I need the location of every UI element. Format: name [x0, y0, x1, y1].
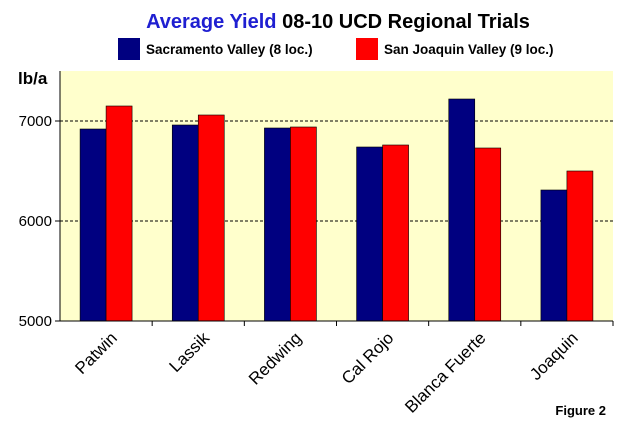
- x-category-label: Joaquin: [526, 328, 582, 384]
- bar-san-joaquin: [290, 126, 317, 322]
- bar-san-joaquin: [197, 114, 225, 322]
- plot-area: [60, 71, 613, 321]
- bar-sacramento: [79, 128, 107, 322]
- bar-san-joaquin: [382, 144, 409, 322]
- y-axis-label: lb/a: [18, 69, 48, 88]
- chart-title-rest: 08-10 UCD Regional Trials: [277, 11, 530, 33]
- legend-swatch-san-joaquin: [356, 38, 378, 60]
- bar-sacramento: [448, 98, 476, 322]
- y-tick-label: 6000: [19, 213, 52, 230]
- legend-swatch-sacramento: [118, 38, 140, 60]
- bar-san-joaquin: [474, 147, 502, 322]
- bar-san-joaquin: [105, 105, 133, 322]
- bar-sacramento: [356, 146, 383, 322]
- bar-sacramento: [540, 189, 568, 322]
- x-category-label: Redwing: [245, 328, 305, 388]
- chart-title-highlight: Average Yield: [146, 11, 276, 33]
- x-category-label: Blanca Fuerte: [401, 328, 489, 416]
- y-tick-label: 7000: [19, 113, 52, 130]
- bar-sacramento: [171, 124, 199, 322]
- bar-sacramento: [264, 127, 291, 322]
- x-category-label: Patwin: [71, 328, 121, 378]
- bars: [79, 98, 594, 322]
- figure-label: Figure 2: [555, 403, 606, 418]
- gridlines: [60, 120, 613, 222]
- y-ticks: 5000 6000 7000: [19, 113, 60, 330]
- y-tick-label: 5000: [19, 313, 52, 330]
- x-labels: Patwin Lassik Redwing Cal Rojo Blanca Fuerte…: [71, 321, 614, 417]
- x-category-label: Cal Rojo: [338, 328, 398, 388]
- chart-title: Average Yield 08-10 UCD Regional Trials: [146, 11, 530, 33]
- x-category-label: Lassik: [166, 328, 214, 376]
- legend: Sacramento Valley (8 loc.) San Joaquin V…: [118, 38, 554, 60]
- legend-label-san-joaquin: San Joaquin Valley (9 loc.): [384, 42, 554, 57]
- legend-label-sacramento: Sacramento Valley (8 loc.): [146, 42, 313, 57]
- bar-san-joaquin: [566, 170, 594, 322]
